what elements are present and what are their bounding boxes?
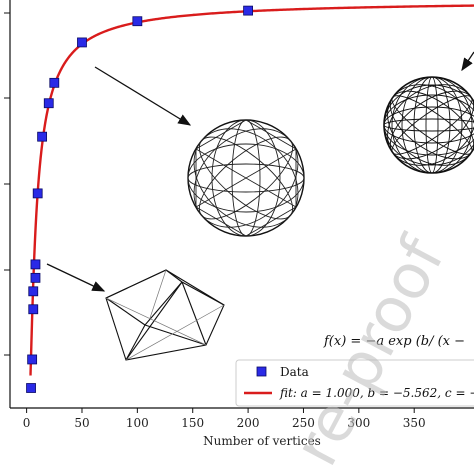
data-point — [30, 259, 41, 270]
x-tick-label: 350 — [403, 416, 426, 430]
data-point — [32, 188, 43, 199]
arrow-to-medium-res — [94, 66, 192, 126]
icosphere-medium-res-illustration — [187, 119, 305, 237]
formula-annotation: f(x) = −a exp (b/ (x − — [323, 334, 465, 349]
legend-data-marker — [256, 366, 267, 377]
x-tick-label: 250 — [292, 416, 315, 430]
data-point — [132, 16, 143, 27]
x-tick-label: 100 — [126, 416, 149, 430]
data-point — [28, 286, 39, 297]
icosphere-high-res-illustration — [383, 76, 474, 174]
data-point — [27, 354, 38, 365]
data-point — [26, 383, 36, 393]
legend-data-label: Data — [280, 365, 309, 379]
data-point — [30, 272, 41, 283]
x-tick-label: 150 — [181, 416, 204, 430]
x-tick-label: 50 — [74, 416, 89, 430]
x-tick-label: 200 — [237, 416, 260, 430]
data-point — [243, 5, 253, 16]
x-tick-label: 300 — [347, 416, 370, 430]
data-point — [28, 304, 39, 315]
icosahedron-illustration — [105, 269, 225, 361]
fit-line — [29, 4, 474, 376]
arrow-to-high-res — [461, 51, 474, 72]
legend-fit-label: fit: a = 1.000, b = −5.562, c = −1.3 — [279, 386, 474, 400]
y-tick-marks — [4, 12, 10, 356]
x-ticks: 0 50 100 150 200 250 300 350 — [23, 408, 426, 430]
data-point — [37, 131, 48, 142]
data-point — [77, 37, 87, 48]
legend: Data fit: a = 1.000, b = −5.562, c = −1.… — [235, 359, 474, 407]
data-point — [43, 98, 54, 109]
x-axis-label: Number of vertices — [203, 434, 321, 448]
x-tick-label: 0 — [23, 416, 31, 430]
data-points — [26, 5, 253, 393]
data-point — [49, 77, 60, 88]
arrow-to-icosahedron — [46, 263, 106, 292]
